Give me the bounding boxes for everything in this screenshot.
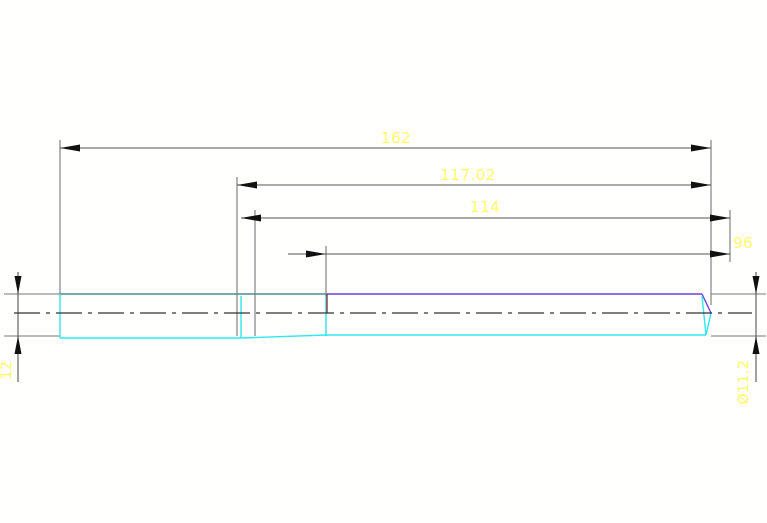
dimension-label-right-dia: Ø11.2 (736, 360, 752, 405)
arrow-head-left-dia-bot (14, 336, 22, 354)
dimension-overall-length[interactable]: 162 (60, 129, 711, 152)
dimension-left-diameter[interactable]: 12 (0, 272, 22, 382)
arrow-head-117-right (691, 181, 711, 189)
arrow-head-162-right (691, 144, 711, 152)
dimension-label-left-dia: 12 (0, 361, 15, 380)
arrow-head-162-left (60, 144, 80, 152)
part-chamfer-lower (701, 295, 707, 336)
extension-lines-group (4, 140, 766, 337)
part-bottom-edge-mid (240, 334, 327, 339)
part-chamfer-upper (701, 293, 712, 314)
arrow-head-114-left (241, 214, 261, 222)
arrow-head-right-dia-bot (752, 336, 760, 354)
dimension-label-114: 114 (470, 198, 500, 216)
arrow-head-114-right (710, 214, 730, 222)
part-right-end-face (705, 312, 712, 336)
dimension-right-diameter[interactable]: Ø11.2 (736, 272, 760, 404)
arrow-head-117-left (237, 181, 257, 189)
dimension-short-length[interactable]: 96 (288, 234, 753, 258)
arrow-head-left-dia-top (14, 276, 22, 294)
arrow-head-96-left (306, 250, 326, 258)
dimension-label-117: 117.02 (440, 166, 496, 184)
dimension-label-162: 162 (381, 129, 411, 147)
dimension-secondary-length[interactable]: 117.02 (237, 166, 711, 189)
dimension-label-96: 96 (733, 234, 753, 252)
arrow-head-right-dia-top (752, 276, 760, 294)
part-geometry-group (14, 293, 752, 339)
arrow-head-96-right (710, 250, 730, 258)
dimension-tertiary-length[interactable]: 114 (241, 198, 730, 222)
